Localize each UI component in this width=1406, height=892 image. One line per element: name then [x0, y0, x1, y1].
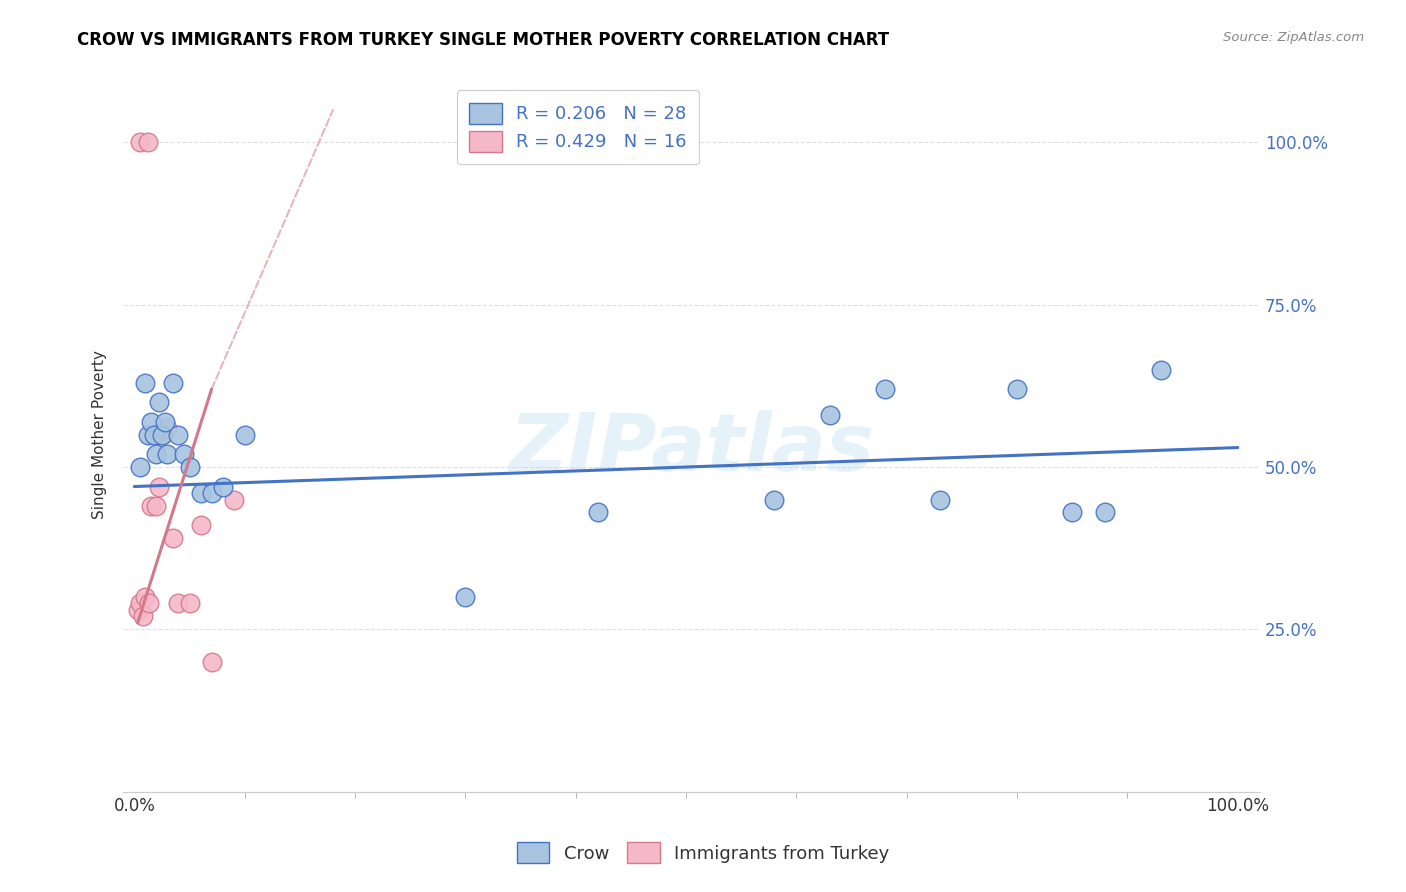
Point: [1062, 506, 1084, 520]
Point: [190, 486, 212, 500]
Point: [148, 395, 170, 409]
Point: [148, 479, 170, 493]
Legend: R = 0.206   N = 28, R = 0.429   N = 16: R = 0.206 N = 28, R = 0.429 N = 16: [457, 90, 699, 164]
Point: [167, 596, 190, 610]
Point: [586, 506, 609, 520]
Point: [211, 479, 233, 493]
Point: [222, 492, 245, 507]
Point: [162, 532, 184, 546]
Point: [145, 499, 167, 513]
Point: [233, 427, 256, 442]
Point: [200, 655, 222, 669]
Point: [928, 492, 950, 507]
Point: [167, 427, 190, 442]
Point: [139, 499, 162, 513]
Point: [873, 382, 896, 396]
Point: [136, 427, 159, 442]
Text: Source: ZipAtlas.com: Source: ZipAtlas.com: [1223, 31, 1364, 45]
Y-axis label: Single Mother Poverty: Single Mother Poverty: [93, 351, 107, 519]
Point: [200, 486, 222, 500]
Point: [132, 609, 155, 624]
Point: [454, 590, 477, 604]
Point: [1094, 506, 1116, 520]
Point: [763, 492, 786, 507]
Point: [162, 376, 184, 390]
Point: [139, 415, 162, 429]
Point: [143, 427, 166, 442]
Point: [145, 447, 167, 461]
Point: [1149, 362, 1171, 376]
Point: [173, 447, 195, 461]
Point: [128, 136, 150, 150]
Point: [134, 590, 156, 604]
Point: [179, 596, 201, 610]
Point: [150, 427, 173, 442]
Point: [150, 427, 173, 442]
Point: [156, 421, 179, 435]
Point: [190, 518, 212, 533]
Point: [179, 460, 201, 475]
Point: [155, 415, 177, 429]
Text: ZIPatlas: ZIPatlas: [509, 409, 875, 488]
Point: [136, 136, 159, 150]
Point: [1005, 382, 1028, 396]
Point: [128, 460, 150, 475]
Point: [128, 596, 150, 610]
Point: [127, 603, 149, 617]
Point: [156, 447, 179, 461]
Point: [134, 376, 156, 390]
Point: [818, 408, 841, 422]
Point: [138, 596, 160, 610]
Legend: Crow, Immigrants from Turkey: Crow, Immigrants from Turkey: [506, 831, 900, 874]
Text: CROW VS IMMIGRANTS FROM TURKEY SINGLE MOTHER POVERTY CORRELATION CHART: CROW VS IMMIGRANTS FROM TURKEY SINGLE MO…: [77, 31, 890, 49]
